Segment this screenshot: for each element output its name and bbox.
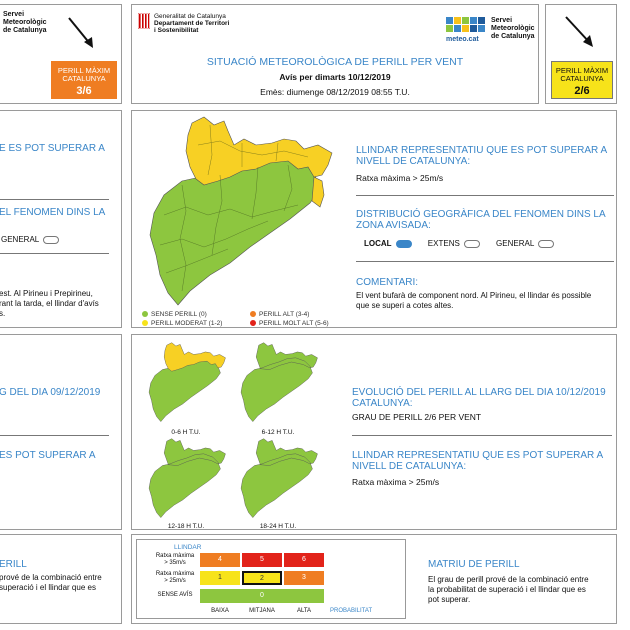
- period-label: 0-6 H T.U.: [171, 429, 201, 436]
- map-0-6: [148, 342, 226, 422]
- distribution-options: LOCAL EXTENS GENERAL: [364, 239, 555, 249]
- general-toggle-left: [43, 235, 60, 244]
- evolution-heading: EVOLUCIÓ DEL PERILL AL LLARG DEL DIA 10/…: [352, 387, 606, 409]
- general-toggle-icon: [538, 239, 555, 248]
- matrix-cell-selected: 2: [242, 571, 282, 585]
- left-distribution-heading: EL FENOMEN DINS LA: [0, 207, 106, 218]
- legend-dot: [250, 311, 256, 318]
- page-title: SITUACIÓ METEOROLÒGICA DE PERILL PER VEN…: [206, 56, 464, 68]
- left-matrix-box: ERILL prové de la combinació entre super…: [0, 534, 122, 624]
- threshold-value: Ratxa màxima > 25m/s: [356, 173, 444, 183]
- legend-dot: [250, 320, 256, 327]
- matrix-heading: MATRIU DE PERILL: [428, 559, 520, 570]
- distribution-heading: DISTRIBUCIÓ GEOGRÀFICA DEL FENOMEN DINS …: [356, 209, 606, 231]
- left-evolution-heading: G DEL DIA 09/12/2019: [0, 387, 101, 398]
- map-yellow-area: [185, 116, 333, 186]
- evolution-box: 0-6 H T.U. 6-12 H T.U. 12-18 H T.U. 18-2…: [131, 334, 617, 530]
- matrix-cell: 0: [200, 589, 324, 603]
- danger-grade: GRAU DE PERILL 2/6 PER VENT: [352, 412, 482, 422]
- legend-item-high: PERILL ALT (3-4): [250, 311, 309, 318]
- map-green-area: [149, 152, 321, 306]
- matrix-cell: 5: [242, 553, 282, 567]
- right-header-box: PERILL MÀXIM CATALUNYA 2/6: [545, 4, 617, 104]
- matrix-x-label: BAIXA: [211, 608, 229, 614]
- legend-item-none: SENSE PERILL (0): [142, 311, 207, 318]
- left-evolution-box: G DEL DIA 09/12/2019 ES POT SUPERAR A: [0, 334, 122, 530]
- comment-text: El vent bufarà de component nord. Al Pir…: [356, 291, 592, 310]
- map-6-12: [240, 342, 318, 422]
- evolution-threshold-heading: LLINDAR REPRESENTATIU QUE ES POT SUPERAR…: [352, 450, 604, 472]
- matrix-cell: 6: [284, 553, 324, 567]
- matrix-frame: [136, 539, 406, 619]
- left-threshold-heading-2: ES POT SUPERAR A: [0, 450, 96, 461]
- left-threshold-box: E ES POT SUPERAR A EL FENOMEN DINS LA GE…: [0, 110, 122, 328]
- matrix-cell: 1: [200, 571, 240, 585]
- catalonia-danger-map: [149, 116, 333, 306]
- matrix-x-label: ALTA: [296, 608, 312, 614]
- matrix-y-title: LLINDAR: [174, 544, 202, 551]
- max-danger-badge: PERILL MÀXIM CATALUNYA 2/6: [551, 61, 613, 99]
- period-label: 12-18 H T.U.: [167, 523, 205, 530]
- matrix-cell: 4: [200, 553, 240, 567]
- arrow-icon: [68, 17, 93, 48]
- issued-date: Emès: diumenge 08/12/2019 08:55 T.U.: [260, 87, 410, 97]
- legend-item-very-high: PERILL MOLT ALT (5-6): [250, 320, 329, 327]
- left-header-box: Servei Meteorològic de Catalunya PERILL …: [0, 4, 122, 104]
- left-matrix-heading: ERILL: [0, 559, 27, 570]
- left-comment-text: est. Al Pirineu i Prepirineu, rant la ta…: [0, 289, 99, 318]
- left-matrix-text: prové de la combinació entre superació i…: [0, 573, 102, 592]
- threshold-heading: LLINDAR REPRESENTATIU QUE ES POT SUPERAR…: [356, 145, 608, 167]
- extens-toggle-icon: [463, 239, 480, 248]
- header-box: Generalitat de Catalunya Departament de …: [131, 4, 539, 104]
- local-toggle-icon: [395, 239, 412, 248]
- max-danger-badge-left: PERILL MÀXIM CATALUNYA 3/6: [51, 61, 117, 99]
- matrix-text: El grau de perill prové de la combinació…: [428, 575, 589, 604]
- option-extens: EXTENS: [428, 239, 480, 248]
- smc-logo-icon: [446, 17, 485, 32]
- gencat-flag-icon: [138, 13, 150, 29]
- matrix-x-title: PROBABILITAT: [330, 608, 373, 614]
- matrix-x-label: MITJANA: [249, 608, 275, 614]
- comment-heading: COMENTARI:: [356, 277, 419, 288]
- matrix-box: LLINDAR Ratxa màxima > 35m/s Ratxa màxim…: [131, 534, 617, 624]
- left-general-option: GENERAL: [1, 235, 60, 245]
- matrix-row-label: Ratxa màxima > 35m/s: [155, 553, 195, 566]
- matrix-row-label: Ratxa màxima > 25m/s: [155, 571, 195, 584]
- legend-item-moderate: PERILL MODERAT (1-2): [142, 320, 222, 327]
- map-12-18: [148, 438, 226, 518]
- map-18-24: [240, 438, 318, 518]
- main-info-box: SENSE PERILL (0) PERILL MODERAT (1-2) PE…: [131, 110, 617, 328]
- warning-date: Avís per dimarts 10/12/2019: [279, 72, 391, 82]
- matrix-row-label: SENSE AVÍS: [157, 592, 193, 598]
- evolution-threshold-value: Ratxa màxima > 25m/s: [352, 477, 440, 487]
- matrix-cell: 3: [284, 571, 324, 585]
- left-threshold-heading: E ES POT SUPERAR A: [0, 143, 105, 154]
- option-general: GENERAL: [496, 239, 555, 248]
- arrow-icon: [565, 16, 593, 47]
- legend-dot: [142, 320, 148, 327]
- smc-logo-left: Servei Meteorològic de Catalunya: [3, 11, 47, 34]
- period-label: 18-24 H T.U.: [259, 523, 297, 530]
- period-label: 6-12 H T.U.: [261, 429, 295, 436]
- option-local: LOCAL: [364, 239, 412, 248]
- legend-dot: [142, 311, 148, 318]
